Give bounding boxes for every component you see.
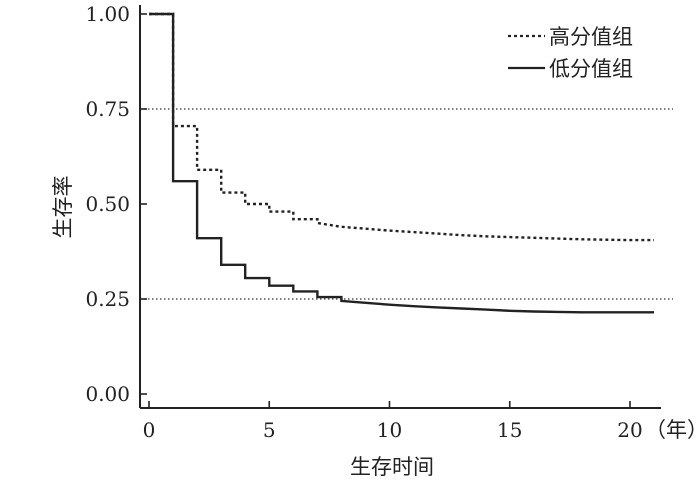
y-tick-label: 0.50 — [85, 192, 130, 216]
x-tick-label: 5 — [263, 418, 276, 442]
legend-label-1: 低分值组 — [549, 57, 633, 81]
legend-label-0: 高分值组 — [549, 25, 633, 49]
x-tick-label: 15 — [497, 418, 522, 442]
series-line-high-score — [149, 12, 654, 242]
y-axis-label: 生存率 — [51, 176, 75, 239]
y-tick-label: 1.00 — [85, 2, 130, 26]
x-axis-unit: （年） — [645, 418, 700, 442]
y-tick-label: 0.75 — [85, 97, 130, 121]
series-line-low-score — [149, 12, 654, 314]
x-tick-label: 0 — [143, 418, 156, 442]
y-tick-label: 0.25 — [85, 287, 130, 311]
y-tick-label: 0.00 — [85, 382, 130, 406]
x-tick-label: 20 — [617, 418, 642, 442]
x-tick-label: 10 — [377, 418, 402, 442]
x-axis-label: 生存时间 — [350, 455, 434, 479]
